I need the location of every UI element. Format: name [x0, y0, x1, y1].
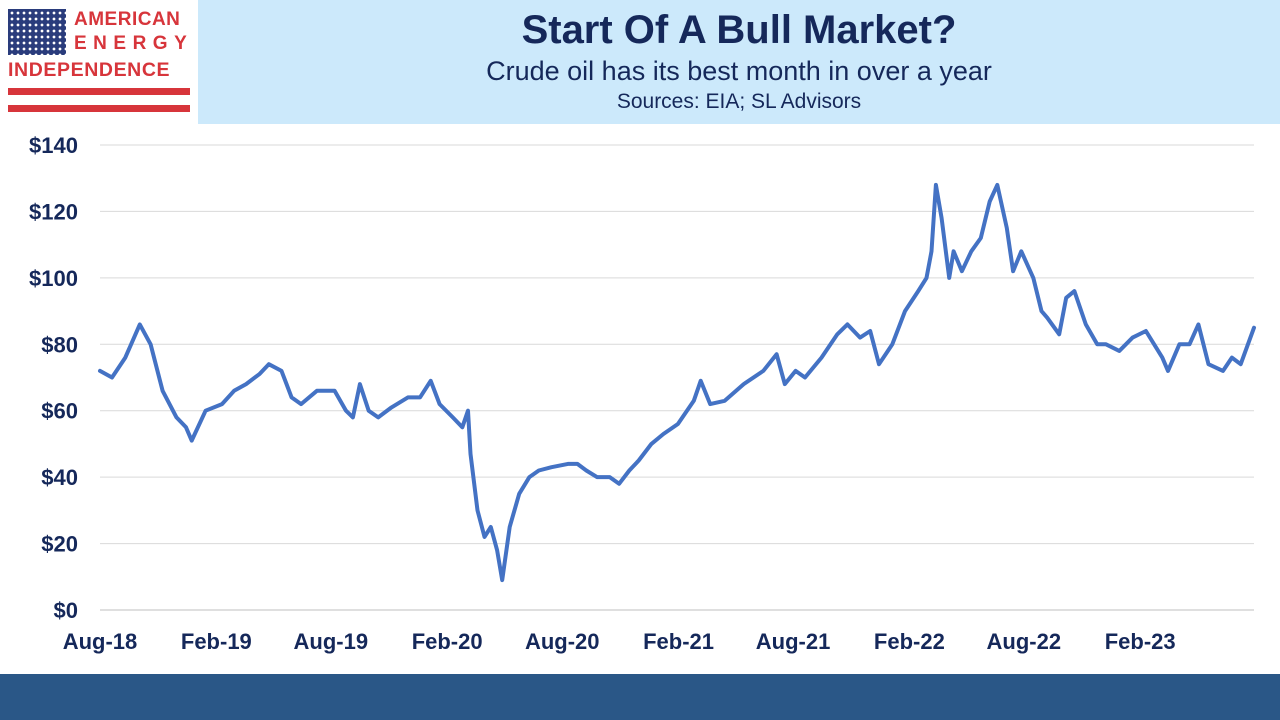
- x-tick-label: Aug-19: [294, 629, 369, 654]
- y-tick-label: $100: [29, 266, 78, 291]
- x-tick-label: Feb-20: [412, 629, 483, 654]
- series-line-crude-oil: [98, 182, 1256, 583]
- x-tick-label: Feb-21: [643, 629, 714, 654]
- logo-stripe: [8, 105, 190, 112]
- x-tick-label: Aug-22: [987, 629, 1062, 654]
- header-banner: Start Of A Bull Market? Crude oil has it…: [198, 0, 1280, 124]
- x-tick-label: Feb-22: [874, 629, 945, 654]
- x-tick-label: Feb-23: [1105, 629, 1176, 654]
- logo-line-energy: ENERGY: [74, 33, 194, 54]
- y-tick-label: $80: [41, 332, 78, 357]
- y-tick-label: $0: [54, 598, 78, 623]
- x-tick-label: Aug-18: [63, 629, 138, 654]
- chart-area: $0 $20 $40 $60 $80 $100 $120 $140 Aug-18 Feb-19 A…: [0, 124, 1280, 674]
- y-tick-label: $20: [41, 532, 78, 557]
- logo: AMERICAN ENERGY INDEPENDENCE: [0, 0, 198, 124]
- flag-icon: [8, 9, 66, 55]
- y-tick-label: $140: [29, 133, 78, 158]
- y-tick-label: $60: [41, 399, 78, 424]
- line-chart: $0 $20 $40 $60 $80 $100 $120 $140 Aug-18 Feb-19 A…: [29, 133, 1256, 654]
- x-tick-label: Aug-21: [756, 629, 831, 654]
- footer-bar: [0, 674, 1280, 720]
- y-tick-label: $40: [41, 465, 78, 490]
- chart-subtitle: Crude oil has its best month in over a y…: [486, 56, 992, 86]
- x-tick-label: Feb-19: [181, 629, 252, 654]
- chart-title: Start Of A Bull Market?: [521, 8, 957, 52]
- logo-line-independence: INDEPENDENCE: [8, 59, 171, 81]
- chart-source: Sources: EIA; SL Advisors: [616, 90, 862, 113]
- logo-stripe: [8, 88, 190, 95]
- x-tick-label: Aug-20: [525, 629, 600, 654]
- y-tick-label: $120: [29, 199, 78, 224]
- logo-line-american: AMERICAN: [74, 9, 181, 30]
